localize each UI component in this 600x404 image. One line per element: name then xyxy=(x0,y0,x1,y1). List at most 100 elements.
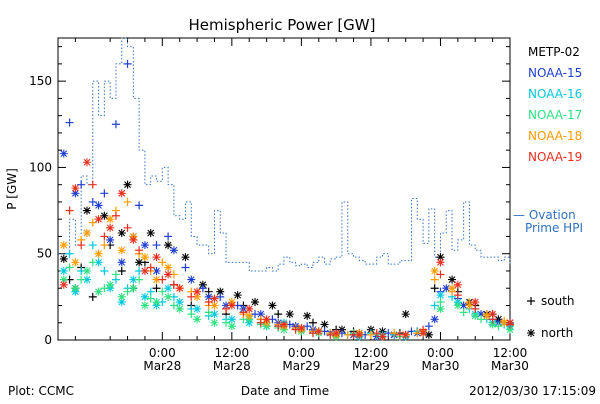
data-point xyxy=(135,275,144,284)
data-point xyxy=(117,292,126,301)
data-point xyxy=(59,149,68,158)
data-point xyxy=(71,258,80,267)
data-point xyxy=(245,304,254,313)
legend-entry: METP-02 xyxy=(528,45,580,59)
data-point xyxy=(291,325,300,334)
data-point xyxy=(280,320,288,329)
data-point xyxy=(100,266,109,275)
data-point xyxy=(88,292,97,301)
data-point xyxy=(71,284,80,293)
y-tick-label: 150 xyxy=(29,74,52,88)
data-point xyxy=(65,206,74,215)
data-point xyxy=(187,292,196,301)
data-point xyxy=(204,292,213,301)
data-point xyxy=(395,330,404,339)
x-axis: 0:00Mar2812:00Mar280:00Mar2912:00Mar290:… xyxy=(74,38,529,373)
data-point xyxy=(77,275,86,284)
data-point xyxy=(233,291,242,300)
data-point xyxy=(100,232,109,241)
data-point xyxy=(222,304,231,313)
data-point xyxy=(181,253,190,262)
series-noaa-16-north xyxy=(59,258,514,341)
data-point xyxy=(94,258,103,267)
data-point xyxy=(332,329,341,338)
data-point xyxy=(303,322,312,331)
x-tick-time: 12:00 xyxy=(493,346,528,360)
data-point xyxy=(222,318,231,327)
data-point xyxy=(436,304,445,313)
data-point xyxy=(210,294,219,303)
y-tick-label: 100 xyxy=(29,160,52,174)
data-point xyxy=(204,298,213,307)
x-axis-label: Date and Time xyxy=(241,384,329,398)
x-tick-time: 12:00 xyxy=(354,346,389,360)
data-point xyxy=(268,301,277,310)
ovation-series xyxy=(58,37,511,272)
data-point xyxy=(164,284,173,293)
data-point xyxy=(164,241,173,250)
data-point xyxy=(146,229,155,238)
data-point xyxy=(100,189,109,198)
data-point xyxy=(152,275,161,284)
legend-entry: NOAA-18 xyxy=(528,129,582,143)
data-point xyxy=(158,287,167,296)
series-noaa-15-south xyxy=(65,59,514,339)
data-point xyxy=(436,270,445,279)
series-noaa-15-north xyxy=(59,149,503,341)
data-point xyxy=(146,294,155,303)
data-point xyxy=(117,266,126,275)
data-point xyxy=(181,263,190,272)
data-point xyxy=(448,275,457,284)
legend-ovation-line2: Prime HPI xyxy=(525,221,583,235)
data-point xyxy=(256,310,265,319)
data-point xyxy=(111,120,120,129)
ovation-line xyxy=(58,37,511,272)
data-point xyxy=(169,246,178,255)
data-point xyxy=(135,258,144,267)
data-point xyxy=(117,189,126,198)
data-point xyxy=(227,322,236,331)
x-tick-time: 12:00 xyxy=(215,346,250,360)
data-point xyxy=(308,329,317,338)
data-point xyxy=(152,284,161,293)
data-point xyxy=(129,284,138,293)
legend-entry: NOAA-19 xyxy=(528,150,582,164)
data-point xyxy=(140,301,149,310)
data-point xyxy=(459,308,468,317)
data-point xyxy=(111,270,120,279)
data-point xyxy=(77,180,86,189)
data-point xyxy=(401,330,410,339)
legend-marker-label: south xyxy=(541,294,575,308)
data-point xyxy=(442,284,451,293)
data-point xyxy=(471,304,480,313)
data-point xyxy=(94,201,103,210)
data-point xyxy=(204,308,213,317)
data-point xyxy=(65,249,74,258)
data-point xyxy=(117,298,126,307)
data-point xyxy=(193,287,202,296)
legend-marker-south xyxy=(527,297,535,305)
data-point xyxy=(106,215,115,224)
x-tick-date: Mar29 xyxy=(282,359,320,373)
data-point xyxy=(65,118,74,127)
data-point xyxy=(477,310,486,319)
data-point xyxy=(506,320,514,329)
data-point xyxy=(82,206,91,215)
x-tick-date: Mar29 xyxy=(352,359,390,373)
data-point xyxy=(372,329,381,338)
x-tick-date: Mar30 xyxy=(491,359,529,373)
data-point xyxy=(477,315,486,324)
data-point xyxy=(152,241,161,250)
data-point xyxy=(175,284,184,293)
data-point xyxy=(65,263,74,272)
data-point xyxy=(326,330,335,339)
data-point xyxy=(135,246,144,255)
data-point xyxy=(88,197,97,206)
data-point xyxy=(71,189,80,198)
legend-ovation-line1: — Ovation xyxy=(513,208,576,222)
data-markers xyxy=(59,59,514,341)
data-point xyxy=(169,280,178,289)
data-point xyxy=(140,241,149,250)
data-point xyxy=(152,253,161,262)
data-point xyxy=(506,325,514,334)
